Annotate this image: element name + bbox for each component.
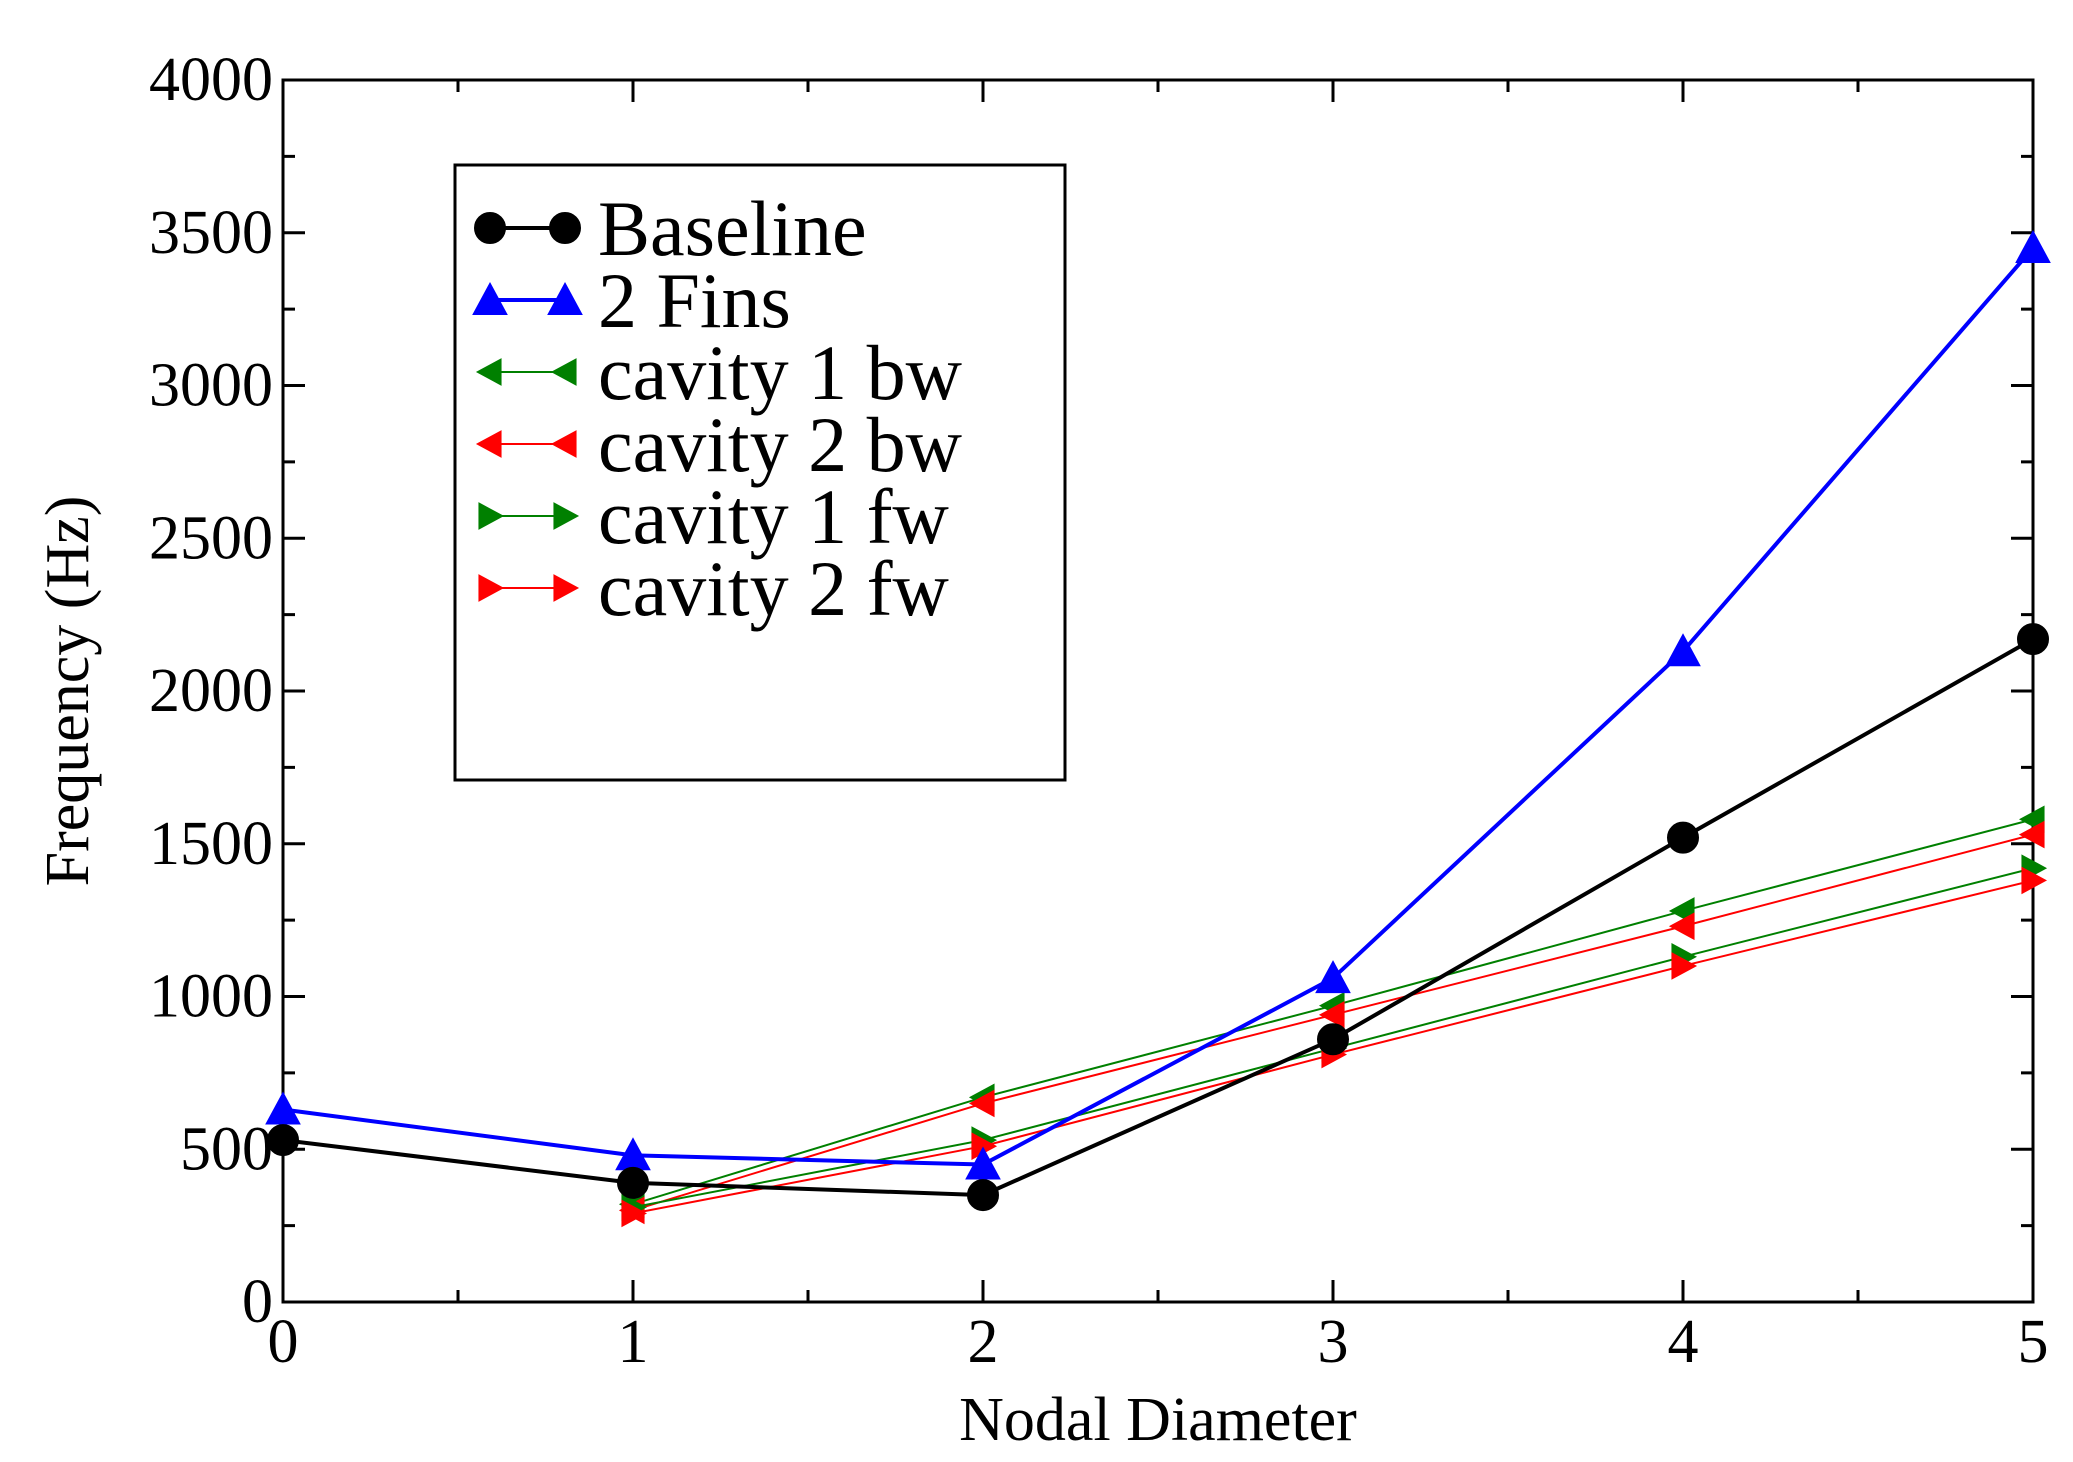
legend-label: cavity 2 bw (598, 401, 962, 488)
axis-ticks (281, 78, 2035, 1304)
legend-label: cavity 2 fw (598, 545, 949, 632)
legend-marker (478, 574, 505, 602)
legend-label: cavity 1 bw (598, 329, 962, 416)
legend-label: cavity 1 fw (598, 473, 949, 560)
legend-marker (478, 502, 505, 530)
data-point (1315, 960, 1351, 994)
data-point (2015, 229, 2051, 263)
legend-box (453, 163, 1067, 782)
data-point (617, 1166, 649, 1199)
data-point (1317, 1023, 1349, 1056)
y-tick-label: 3000 (149, 352, 273, 420)
legend-marker (472, 281, 508, 315)
x-tick-labels: 0 1 2 3 4 5 (268, 1308, 2049, 1376)
data-point (2021, 866, 2048, 895)
legend-marker (475, 358, 502, 386)
legend-label: Baseline (598, 185, 867, 272)
series-line (282, 246, 2035, 1167)
legend-item: cavity 1 fw (478, 473, 949, 560)
x-tick-label: 3 (1318, 1308, 1349, 1376)
data-point (965, 1146, 1001, 1180)
legend-marker (547, 281, 583, 315)
y-tick-label: 4000 (149, 46, 273, 114)
y-tick-labels: 0 500 1000 1500 2000 2500 3000 3500 4000 (149, 46, 273, 1336)
y-tick-label: 0 (242, 1268, 273, 1336)
data-point (621, 1199, 648, 1228)
legend-label: 2 Fins (598, 257, 791, 344)
legend-marker (474, 212, 506, 244)
series-baseline (267, 623, 2049, 1212)
x-tick-label: 2 (968, 1308, 999, 1376)
legend-item: Baseline (474, 185, 867, 272)
legend-item: cavity 2 fw (478, 545, 949, 632)
x-tick-label: 0 (268, 1308, 299, 1376)
data-point (1665, 633, 1701, 667)
x-axis-label: Nodal Diameter (959, 1386, 1357, 1454)
legend-marker (553, 502, 580, 530)
y-tick-label: 3500 (149, 199, 273, 267)
data-point (1318, 1000, 1345, 1029)
y-tick-label: 500 (180, 1115, 273, 1183)
series-layer (265, 229, 2051, 1228)
legend-marker (550, 430, 577, 458)
data-point (267, 1124, 299, 1157)
legend-marker (553, 574, 580, 602)
x-tick-label: 4 (1668, 1308, 1699, 1376)
series-line (282, 637, 2034, 1198)
x-tick-label: 5 (2018, 1308, 2049, 1376)
legend-item: 2 Fins (472, 257, 791, 344)
data-point (2017, 623, 2049, 656)
x-tick-label: 1 (618, 1308, 649, 1376)
y-tick-label: 2500 (149, 504, 273, 572)
data-point (2018, 820, 2045, 849)
data-point (1667, 821, 1699, 854)
data-point (1671, 952, 1698, 980)
data-point (967, 1179, 999, 1212)
legend-item: cavity 1 bw (475, 329, 962, 416)
legend-marker (550, 358, 577, 386)
y-tick-label: 1500 (149, 810, 273, 878)
series-2-fins (265, 229, 2051, 1180)
y-tick-label: 1000 (149, 963, 273, 1031)
legend-item: cavity 2 bw (475, 401, 962, 488)
y-axis-label: Frequency (Hz) (34, 496, 102, 887)
y-tick-label: 2000 (149, 657, 273, 725)
data-point (1668, 912, 1695, 941)
data-point (968, 1089, 995, 1118)
data-point (265, 1091, 301, 1125)
legend-marker (549, 212, 581, 244)
legend-marker (475, 430, 502, 458)
